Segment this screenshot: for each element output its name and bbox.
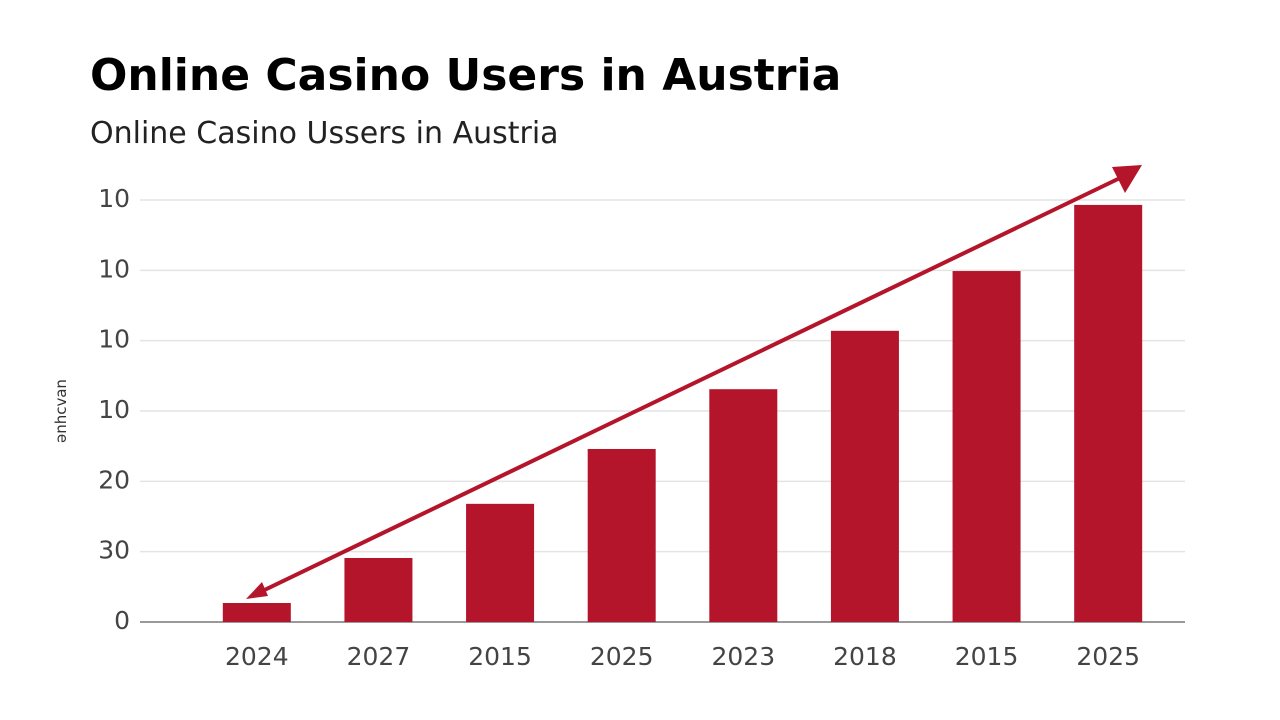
x-tick-label: 2015 <box>955 642 1019 671</box>
bar <box>709 389 778 622</box>
plot-area: 0 30 20 10 10 10 10 2024 2027 2015 2025 2023 2018 201… <box>98 184 1185 671</box>
y-tick-label: 10 <box>98 395 130 424</box>
y-tick-label: 10 <box>98 184 130 213</box>
chart-subtitle: Online Casino Ussers in Austria <box>90 116 559 151</box>
trend-arrow <box>251 176 1121 598</box>
bar <box>830 330 899 622</box>
x-tick-label: 2015 <box>468 642 532 671</box>
bar <box>466 503 535 622</box>
bar <box>344 557 413 622</box>
y-tick-label: 10 <box>98 325 130 354</box>
bar <box>222 603 291 622</box>
y-tick-label: 0 <box>114 606 130 635</box>
bar <box>587 448 656 622</box>
arrow-head <box>1112 165 1142 193</box>
y-axis-label: uɐʌɔɥue <box>54 379 72 443</box>
x-tick-label: 2025 <box>1076 642 1140 671</box>
x-tick-label: 2023 <box>712 642 776 671</box>
x-tick-label: 2024 <box>225 642 289 671</box>
x-tick-label: 2025 <box>590 642 654 671</box>
bar <box>952 271 1021 622</box>
y-tick-label: 20 <box>98 465 130 494</box>
y-tick-label: 30 <box>98 536 130 565</box>
x-tick-label: 2027 <box>347 642 411 671</box>
bar <box>1074 204 1143 622</box>
y-tick-label: 10 <box>98 254 130 283</box>
chart-title: Online Casino Users in Austria <box>90 50 841 101</box>
arrow-tail <box>246 582 268 599</box>
x-tick-label: 2018 <box>833 642 897 671</box>
